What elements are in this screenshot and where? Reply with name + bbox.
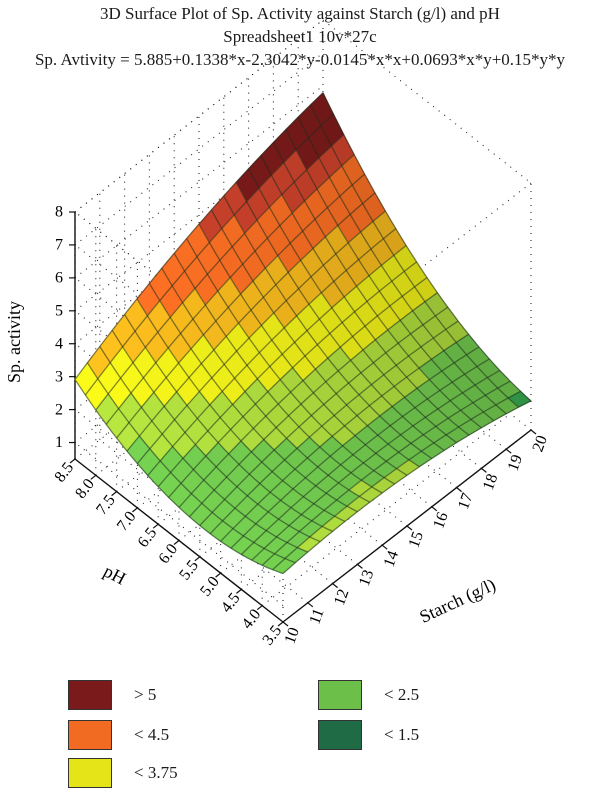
legend-swatch bbox=[68, 680, 112, 710]
mesh-line bbox=[74, 92, 324, 380]
mesh-line bbox=[188, 292, 438, 518]
y-tick bbox=[277, 621, 284, 627]
x-tick bbox=[505, 448, 512, 454]
mesh-line bbox=[230, 346, 480, 549]
y-tick-label: 4.0 bbox=[239, 606, 265, 632]
z-tick-label: 4 bbox=[55, 335, 63, 352]
mesh-line bbox=[282, 400, 532, 574]
y-tick-label: 8.5 bbox=[51, 459, 77, 485]
x-tick-label: 10 bbox=[281, 625, 302, 646]
title-line-1: 3D Surface Plot of Sp. Activity against … bbox=[100, 4, 500, 23]
y-tick-label: 3.5 bbox=[259, 622, 285, 648]
x-tick bbox=[357, 563, 363, 569]
x-axis-title: Starch (g/l) bbox=[416, 574, 499, 627]
mesh-line bbox=[168, 261, 417, 498]
mesh-line bbox=[178, 277, 428, 508]
y-tick-label: 6.5 bbox=[135, 525, 161, 551]
x-tick bbox=[282, 621, 289, 627]
legend-item: < 1.5 bbox=[318, 720, 419, 750]
mesh-line bbox=[199, 306, 449, 526]
legend-swatch bbox=[68, 758, 112, 788]
surface-mesh bbox=[74, 92, 532, 575]
y-tick bbox=[173, 540, 180, 545]
y-tick bbox=[236, 588, 242, 594]
z-tick-label: 2 bbox=[55, 401, 63, 418]
y-tick bbox=[194, 556, 201, 562]
z-tick-label: 7 bbox=[55, 237, 63, 254]
title-line-3: Sp. Avtivity = 5.885+0.1338*x-2.3042*y-0… bbox=[34, 50, 566, 69]
y-tick-label: 7.0 bbox=[114, 508, 140, 534]
x-tick bbox=[406, 525, 413, 531]
mesh-line bbox=[220, 333, 469, 542]
y-tick bbox=[256, 605, 263, 611]
legend-swatch bbox=[68, 720, 112, 750]
mesh-line bbox=[105, 154, 355, 425]
y-tick bbox=[132, 507, 138, 513]
z-tick-label: 8 bbox=[55, 204, 63, 221]
x-tick-label: 20 bbox=[529, 433, 550, 454]
y-tick-label: 4.5 bbox=[218, 590, 244, 616]
z-tick-label: 6 bbox=[55, 270, 63, 287]
legend-item: < 2.5 bbox=[318, 680, 419, 710]
mesh-line bbox=[136, 210, 386, 465]
y-tick-label: 7.5 bbox=[93, 492, 119, 518]
x-tick-label: 15 bbox=[405, 529, 426, 550]
y-tick bbox=[69, 458, 76, 464]
x-tick bbox=[481, 467, 487, 473]
mesh-line bbox=[157, 245, 407, 488]
x-tick bbox=[332, 583, 338, 589]
title-line-2: Spreadsheet1 10v*27c bbox=[223, 27, 377, 46]
y-tick-label: 6.0 bbox=[155, 541, 181, 567]
mesh-line bbox=[116, 173, 366, 439]
y-tick bbox=[215, 572, 221, 578]
mesh-line bbox=[126, 192, 376, 452]
surface-plot: 10111213141516171819203.54.04.55.05.56.0… bbox=[4, 19, 551, 649]
legend-label: < 2.5 bbox=[384, 685, 420, 704]
legend-label: > 5 bbox=[134, 685, 157, 704]
x-tick-label: 16 bbox=[430, 510, 451, 531]
mesh-line bbox=[261, 380, 511, 566]
legend-item: < 3.75 bbox=[68, 758, 178, 788]
legend-label: < 1.5 bbox=[384, 725, 420, 744]
z-tick-label: 3 bbox=[55, 368, 63, 385]
legend-item: > 5 bbox=[68, 680, 156, 710]
legend-item: < 4.5 bbox=[68, 720, 169, 750]
x-tick bbox=[456, 487, 462, 493]
x-tick-label: 12 bbox=[331, 587, 352, 608]
legend-swatch bbox=[318, 680, 362, 710]
legend-label: < 4.5 bbox=[134, 725, 170, 744]
z-axis-title: Sp. activity bbox=[4, 301, 24, 383]
mesh-line bbox=[251, 369, 501, 561]
y-tick-label: 5.5 bbox=[176, 557, 202, 583]
y-tick bbox=[90, 474, 97, 480]
z-tick-label: 5 bbox=[55, 302, 63, 319]
x-tick-label: 13 bbox=[356, 568, 377, 589]
x-tick-label: 18 bbox=[480, 472, 501, 493]
mesh-line bbox=[272, 390, 521, 571]
x-tick-label: 17 bbox=[455, 491, 476, 512]
y-tick-label: 5.0 bbox=[197, 573, 223, 599]
x-tick-label: 11 bbox=[306, 606, 327, 626]
mesh-line bbox=[209, 320, 459, 535]
mesh-line bbox=[84, 113, 334, 396]
x-tick bbox=[307, 602, 314, 608]
mesh-line bbox=[95, 134, 345, 411]
x-tick bbox=[381, 544, 388, 550]
x-tick bbox=[530, 429, 537, 435]
y-axis-title: pH bbox=[100, 561, 129, 589]
x-tick-label: 19 bbox=[505, 452, 526, 473]
chart-title: 3D Surface Plot of Sp. Activity against … bbox=[0, 2, 600, 71]
legend-label: < 3.75 bbox=[134, 763, 178, 782]
x-tick bbox=[431, 506, 438, 512]
z-tick-label: 1 bbox=[55, 434, 63, 451]
x-tick-label: 14 bbox=[381, 548, 402, 569]
mesh-line bbox=[240, 358, 490, 555]
y-tick bbox=[111, 491, 117, 497]
y-tick bbox=[152, 523, 159, 529]
mesh-line bbox=[147, 228, 397, 476]
legend-swatch bbox=[318, 720, 362, 750]
y-tick-label: 8.0 bbox=[72, 476, 98, 502]
